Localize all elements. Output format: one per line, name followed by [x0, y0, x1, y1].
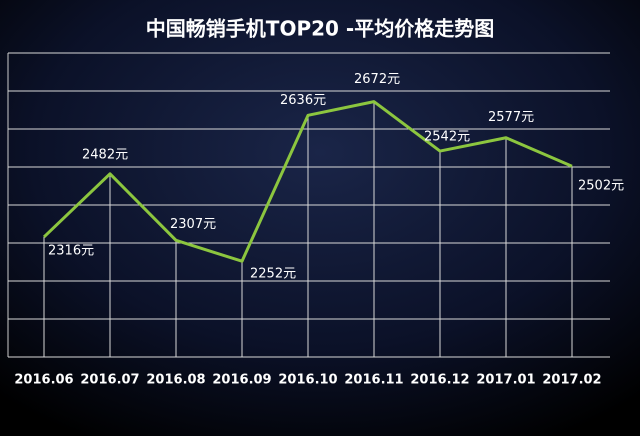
- data-label: 2307元: [170, 217, 216, 232]
- x-tick-label: 2016.12: [410, 373, 469, 388]
- data-label: 2672元: [354, 72, 400, 87]
- x-tick-label: 2016.06: [14, 373, 73, 388]
- x-tick-label: 2016.09: [212, 373, 271, 388]
- chart-title: 中国畅销手机TOP20 -平均价格走势图: [146, 17, 494, 41]
- data-label: 2636元: [280, 93, 326, 108]
- x-tick-label: 2017.02: [542, 373, 601, 388]
- x-tick-label: 2017.01: [476, 373, 535, 388]
- price-line: [42, 100, 573, 263]
- data-label: 2577元: [488, 110, 534, 125]
- data-label: 2482元: [82, 147, 128, 162]
- x-tick-label: 2016.07: [80, 373, 139, 388]
- data-label: 2542元: [424, 130, 470, 145]
- data-label: 2316元: [48, 243, 94, 258]
- data-label: 2502元: [578, 179, 624, 194]
- x-tick-label: 2016.11: [344, 373, 403, 388]
- data-label: 2252元: [250, 267, 296, 282]
- x-tick-label: 2016.10: [278, 373, 337, 388]
- x-tick-label: 2016.08: [146, 373, 205, 388]
